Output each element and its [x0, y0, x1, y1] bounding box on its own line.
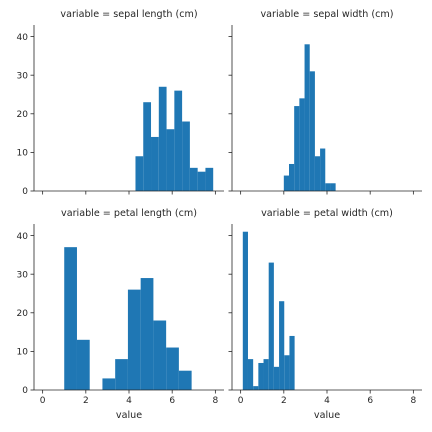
x-tick-label: 8 [212, 396, 218, 406]
y-tick-label: 10 [17, 149, 29, 159]
y-tick-label: 30 [17, 270, 29, 280]
histogram-bar [279, 301, 285, 390]
histogram-bar [151, 136, 159, 191]
histogram-bar [115, 359, 128, 390]
panel-title: variable = sepal length (cm) [60, 9, 197, 20]
panel-title: variable = petal width (cm) [261, 208, 393, 219]
histogram-bar [263, 359, 269, 390]
x-axis-label: value [116, 410, 142, 421]
histogram-bar [143, 102, 152, 191]
y-tick-label: 40 [17, 33, 29, 43]
histogram-bar [273, 366, 280, 390]
histogram-bar [284, 355, 290, 390]
histogram-bar [253, 386, 259, 390]
histogram-bar [166, 347, 179, 390]
x-tick-label: 0 [40, 396, 46, 406]
histogram-bar [178, 370, 192, 390]
x-tick-label: 6 [169, 396, 175, 406]
x-tick-label: 8 [410, 396, 416, 406]
histogram-bar [64, 247, 77, 390]
histogram-bar [127, 289, 141, 390]
histogram-bar [182, 121, 190, 191]
x-tick-label: 4 [324, 396, 330, 406]
histogram-bar [247, 359, 254, 390]
x-tick-label: 4 [126, 396, 132, 406]
y-tick-label: 20 [17, 110, 29, 120]
histogram-bar [320, 148, 326, 191]
y-tick-label: 30 [17, 71, 29, 81]
histogram-bar [135, 156, 144, 191]
histogram-bar [197, 171, 206, 191]
histogram-bar [268, 262, 274, 390]
panel-title: variable = petal length (cm) [61, 208, 197, 219]
x-tick-label: 2 [281, 396, 287, 406]
histogram-bar [314, 156, 321, 191]
histogram-bar [174, 90, 183, 191]
x-tick-label: 2 [83, 396, 89, 406]
y-tick-label: 40 [17, 232, 29, 242]
x-axis-label: value [314, 410, 340, 421]
histogram-bar [242, 231, 248, 390]
histogram-bar [102, 378, 116, 390]
histogram-bar [309, 71, 315, 191]
histogram-bar [189, 167, 198, 191]
histogram-bar [166, 129, 175, 191]
histogram-panel-4: 0 2 4 6 8 variable = petal width (cm) value [228, 208, 422, 421]
y-tick-label: 0 [22, 187, 28, 197]
histogram-bar [283, 175, 289, 191]
histogram-bar [289, 163, 295, 191]
y-tick-label: 20 [17, 309, 29, 319]
histogram-bar [325, 183, 331, 191]
histogram-panel-3: 0 2 4 6 8 0 10 20 30 40 variable = petal length (c… [17, 208, 224, 421]
histogram-bar [76, 339, 90, 390]
histogram-bar [330, 183, 336, 191]
histogram-bar [294, 106, 300, 191]
histogram-bar [299, 98, 305, 191]
histogram-bar [205, 167, 214, 191]
histogram-panel-1: 0 10 20 30 40 variable = sepal length (cm) [17, 9, 224, 197]
histogram-bar [153, 320, 167, 390]
x-tick-label: 6 [367, 396, 373, 406]
histogram-bar [158, 86, 167, 191]
histogram-bar [258, 362, 264, 390]
x-tick-label: 0 [238, 396, 244, 406]
histogram-bar [289, 335, 295, 390]
y-tick-label: 0 [22, 386, 28, 396]
histogram-bar [304, 44, 310, 191]
histogram-bar [140, 278, 154, 390]
histogram-panel-2: variable = sepal width (cm) [228, 9, 422, 195]
panel-title: variable = sepal width (cm) [260, 9, 393, 20]
y-tick-label: 10 [17, 348, 29, 358]
